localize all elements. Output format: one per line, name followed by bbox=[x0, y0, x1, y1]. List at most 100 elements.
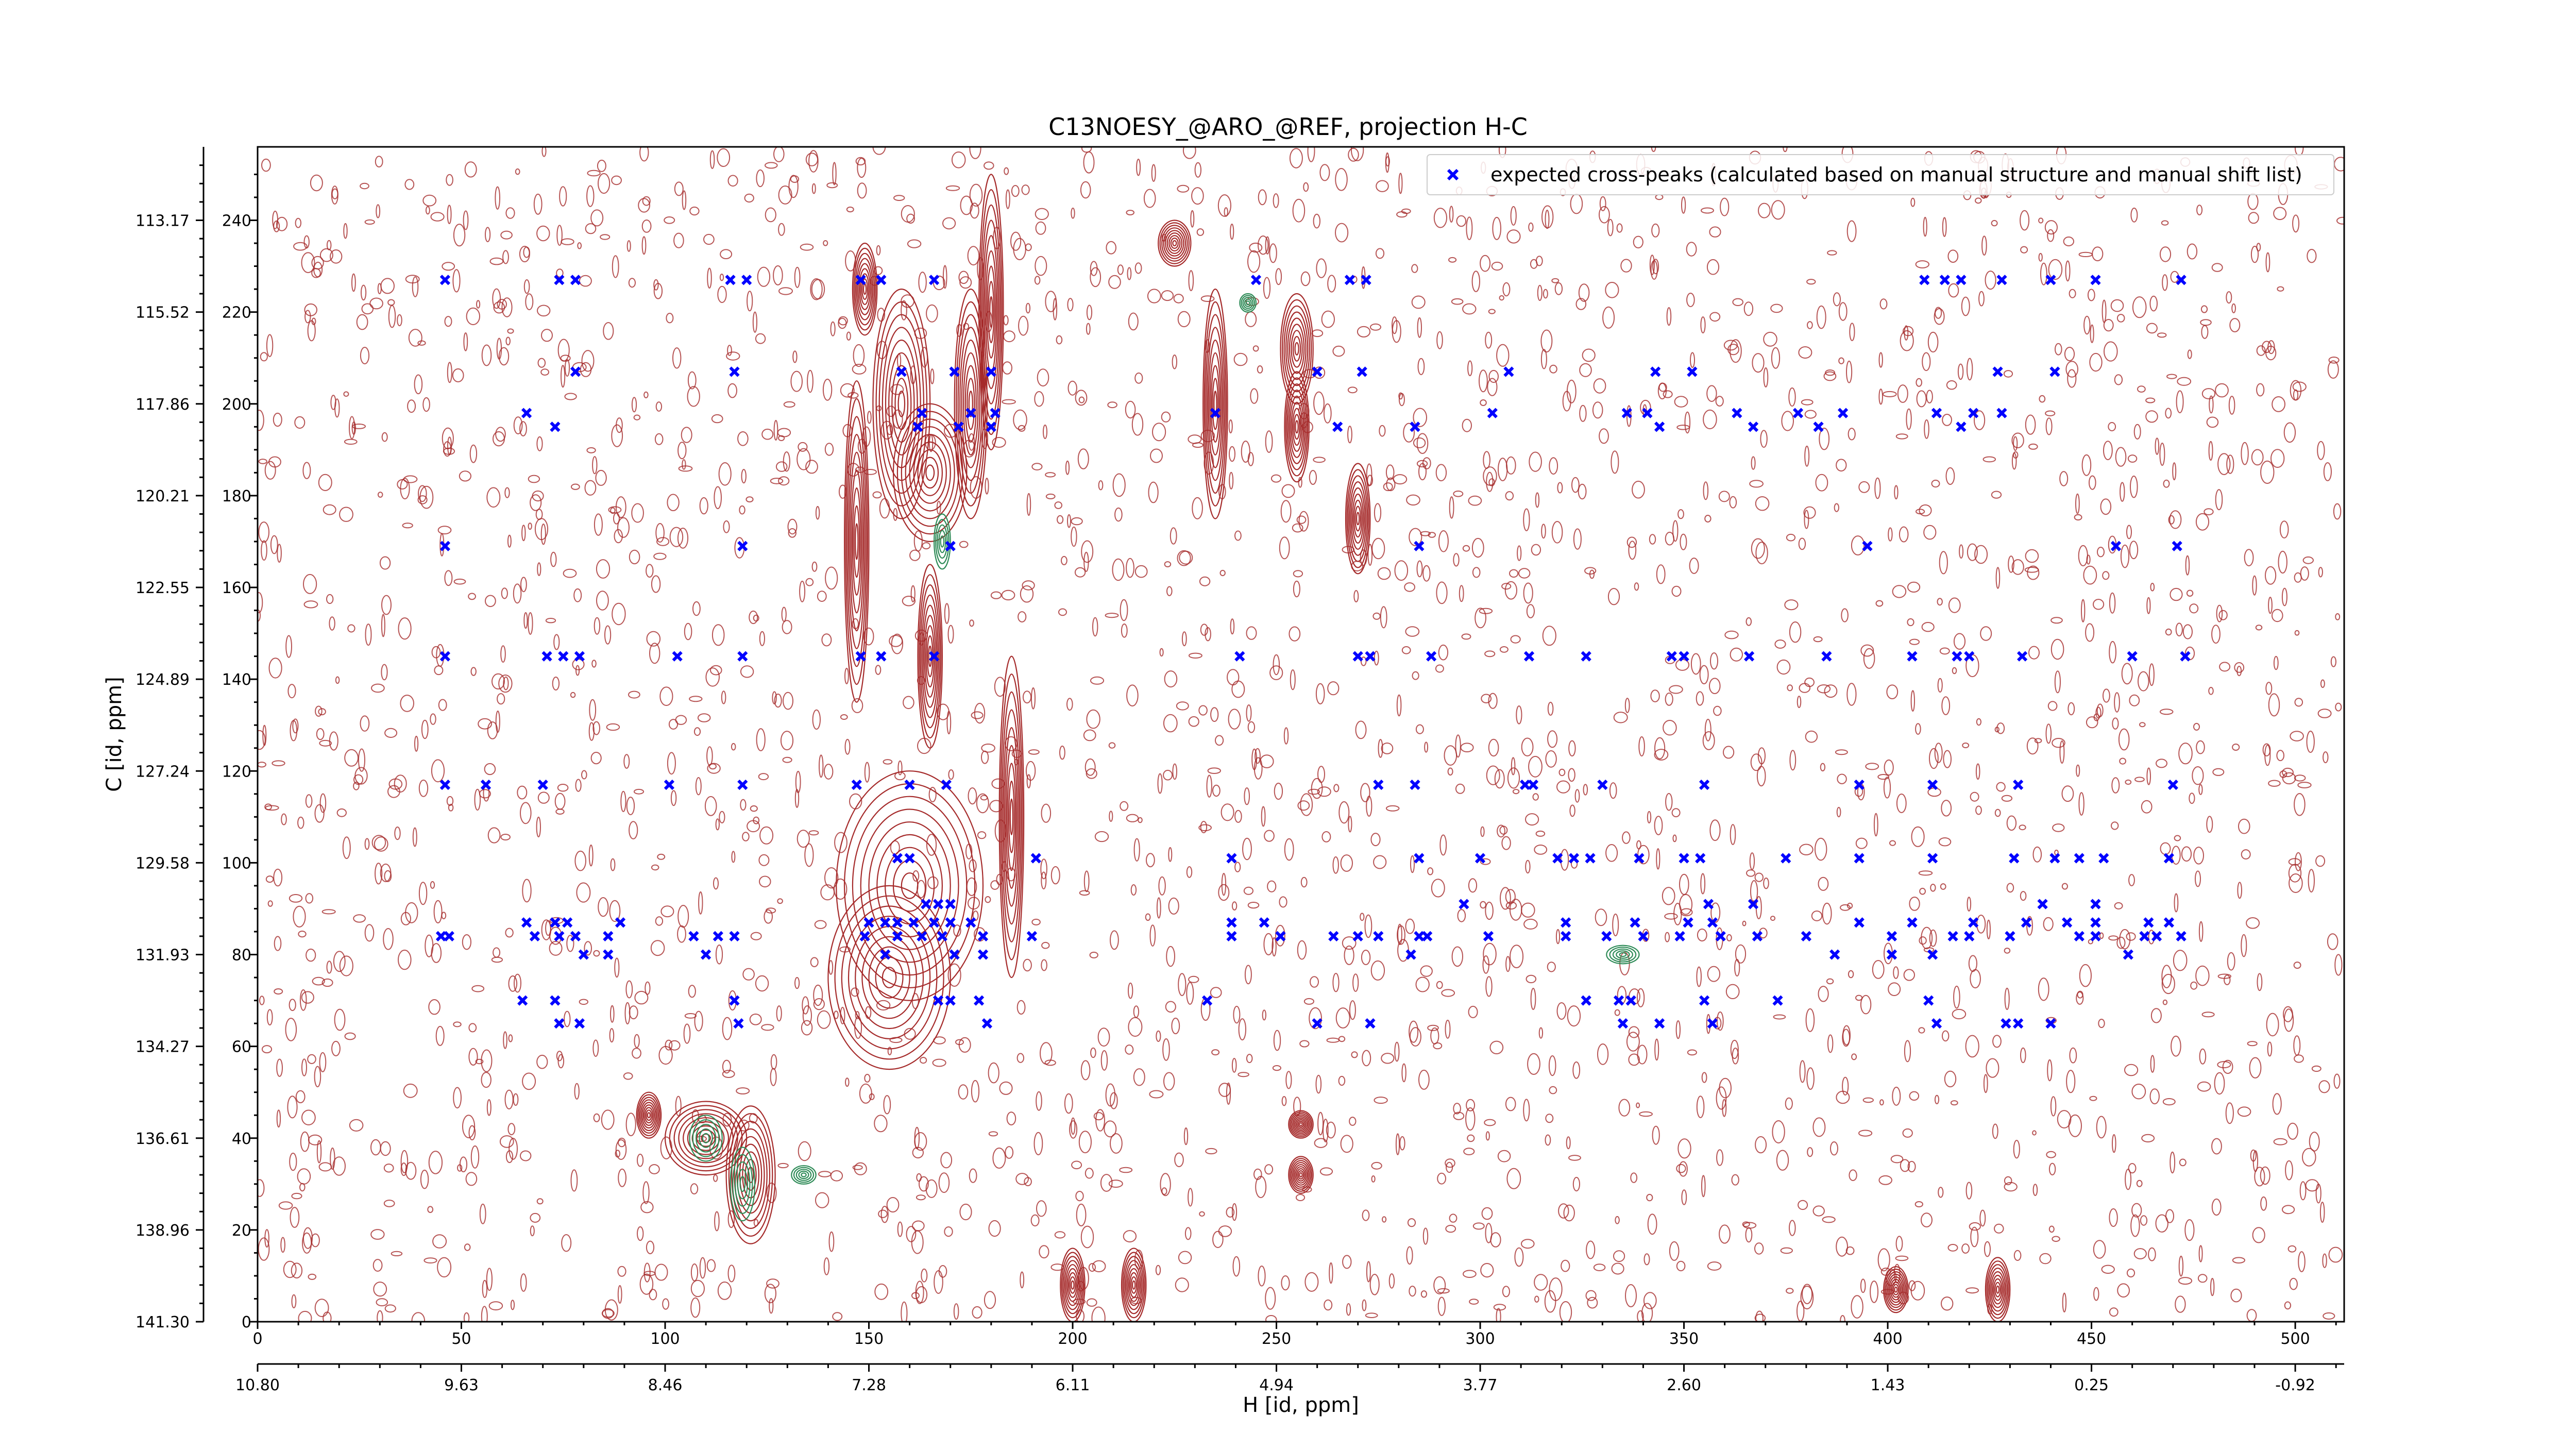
x-tick-label: 200 bbox=[1058, 1330, 1087, 1348]
noise-contour bbox=[560, 355, 571, 362]
noise-contour bbox=[1836, 1236, 1849, 1257]
noise-contour bbox=[278, 1201, 293, 1210]
noise-contour bbox=[2130, 1214, 2140, 1237]
contour-level bbox=[854, 252, 875, 326]
noise-contour bbox=[1463, 1148, 1475, 1155]
noise-contour bbox=[618, 1168, 626, 1187]
noise-contour bbox=[1706, 385, 1717, 402]
noise-contour bbox=[1663, 720, 1677, 736]
noise-contour bbox=[1789, 621, 1802, 643]
noise-contour bbox=[774, 694, 782, 708]
noise-contour bbox=[1690, 352, 1695, 368]
contour-level bbox=[918, 574, 942, 738]
cross-peak-marker bbox=[664, 779, 675, 790]
noise-contour bbox=[2178, 743, 2193, 765]
contour-level bbox=[1292, 408, 1302, 446]
noise-contour bbox=[2226, 291, 2232, 304]
peak-contour-cluster bbox=[1158, 220, 1192, 267]
contour-level bbox=[1616, 950, 1630, 959]
noise-contour bbox=[1921, 1212, 1933, 1227]
noise-contour bbox=[1676, 1260, 1686, 1272]
noise-contour bbox=[1162, 1038, 1170, 1061]
noise-contour bbox=[597, 159, 606, 172]
noise-contour bbox=[2241, 442, 2249, 465]
noise-contour bbox=[1370, 323, 1381, 331]
noise-contour bbox=[863, 627, 874, 646]
contour-level bbox=[689, 1115, 723, 1162]
peak-contour-cluster bbox=[1280, 293, 1314, 405]
ppm-y-tick-label: 124.89 bbox=[135, 671, 190, 689]
noise-contour bbox=[469, 444, 478, 463]
noise-contour bbox=[1485, 1131, 1490, 1141]
noise-contour bbox=[969, 183, 983, 207]
noise-contour bbox=[581, 770, 587, 780]
noise-contour bbox=[1374, 650, 1379, 666]
noise-contour bbox=[1323, 403, 1332, 424]
cross-peak-marker bbox=[741, 275, 752, 285]
noise-contour bbox=[625, 1113, 636, 1137]
noise-contour bbox=[804, 843, 814, 867]
noise-contour bbox=[1275, 924, 1285, 947]
cross-peak-marker bbox=[570, 931, 581, 942]
noise-contour bbox=[1123, 1230, 1137, 1243]
noise-contour bbox=[1081, 540, 1094, 563]
contour-level bbox=[798, 1170, 809, 1180]
noise-contour bbox=[1385, 805, 1400, 812]
noise-contour bbox=[259, 996, 265, 1005]
noise-contour bbox=[777, 898, 783, 904]
cross-peak-marker bbox=[2151, 931, 2162, 942]
cross-peak-marker bbox=[733, 1018, 744, 1029]
noise-contour bbox=[1675, 1020, 1681, 1039]
noise-contour bbox=[1342, 936, 1357, 950]
noise-contour bbox=[667, 494, 680, 512]
noise-contour bbox=[783, 451, 790, 472]
noise-contour bbox=[264, 1229, 269, 1248]
noise-contour bbox=[2266, 1013, 2279, 1037]
contour-level bbox=[735, 1161, 751, 1207]
ppm-tick-label: 0.25 bbox=[2074, 1376, 2109, 1394]
noise-contour bbox=[1445, 1158, 1455, 1168]
noise-contour bbox=[984, 161, 994, 170]
contour-level bbox=[1890, 1278, 1902, 1301]
noise-contour bbox=[303, 600, 318, 609]
noise-contour bbox=[2043, 917, 2054, 931]
noise-contour bbox=[1200, 624, 1208, 636]
noise-contour bbox=[1420, 965, 1433, 977]
contour-level bbox=[954, 288, 988, 519]
noise-contour bbox=[2065, 260, 2071, 282]
noise-contour bbox=[1713, 705, 1722, 716]
noise-contour bbox=[1335, 1007, 1350, 1029]
noise-contour bbox=[1462, 545, 1470, 552]
noise-contour bbox=[1338, 1036, 1346, 1042]
cross-peak-marker bbox=[737, 779, 748, 790]
noise-contour bbox=[331, 186, 338, 205]
noise-contour bbox=[459, 1156, 468, 1172]
noise-contour bbox=[759, 826, 774, 845]
noise-contour bbox=[1319, 1167, 1333, 1176]
noise-contour bbox=[1549, 457, 1558, 475]
noise-contour bbox=[2306, 730, 2315, 753]
noise-contour bbox=[507, 1123, 516, 1136]
noise-contour bbox=[920, 1057, 927, 1064]
y-tick-label: 120 bbox=[222, 763, 251, 781]
noise-contour bbox=[1729, 496, 1737, 509]
noise-contour bbox=[1937, 678, 1943, 693]
noise-contour bbox=[1939, 551, 1948, 575]
contour-level bbox=[702, 1133, 710, 1143]
noise-contour bbox=[1265, 1287, 1276, 1310]
noise-contour bbox=[824, 867, 839, 889]
noise-contour bbox=[1563, 1204, 1575, 1222]
noise-contour bbox=[1263, 933, 1274, 956]
noise-contour bbox=[1521, 902, 1535, 918]
noise-contour bbox=[1234, 862, 1241, 872]
negative-contour-cluster bbox=[730, 1147, 756, 1222]
noise-contour bbox=[2252, 1227, 2265, 1243]
noise-contour bbox=[1746, 869, 1756, 877]
noise-contour bbox=[334, 1008, 346, 1031]
noise-contour bbox=[2276, 750, 2285, 762]
noise-contour bbox=[2177, 377, 2192, 386]
contour-level bbox=[868, 946, 910, 1009]
contour-level bbox=[1128, 1268, 1140, 1302]
noise-contour bbox=[1156, 1030, 1161, 1042]
noise-contour bbox=[1412, 671, 1419, 680]
